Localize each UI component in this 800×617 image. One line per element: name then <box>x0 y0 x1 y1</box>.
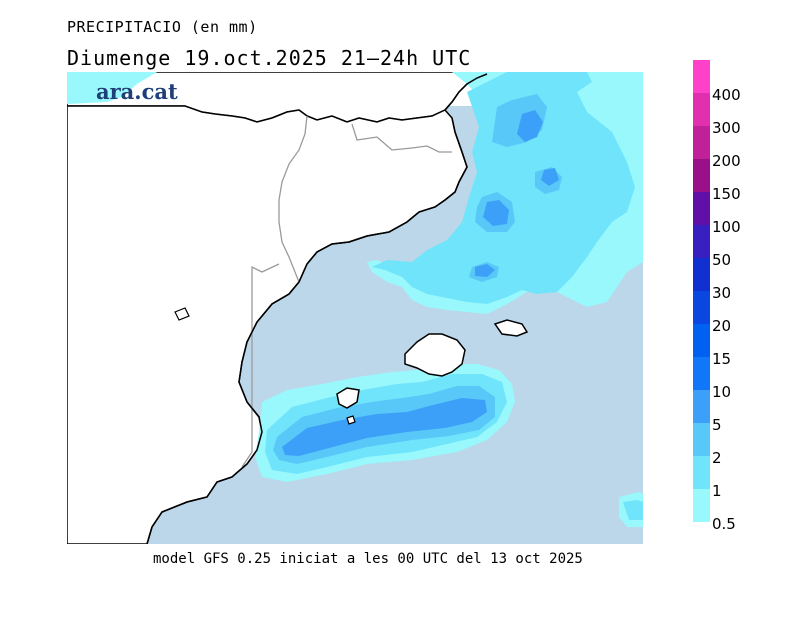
model-note: model GFS 0.25 iniciat a les 00 UTC del … <box>153 551 583 567</box>
coastline <box>444 73 488 111</box>
legend-label: 100 <box>712 218 741 236</box>
legend-label: 0.5 <box>712 515 736 533</box>
legend-swatch <box>693 456 710 489</box>
legend-swatch <box>693 93 710 126</box>
legend-label: 150 <box>712 185 741 203</box>
map-title: PRECIPITACIO (en mm) <box>67 18 258 36</box>
legend-label: 10 <box>712 383 732 401</box>
coastal-islet <box>174 307 190 321</box>
island-formentera <box>346 415 356 425</box>
regional-border <box>278 115 308 283</box>
regional-border <box>351 123 452 153</box>
precipitation-map <box>67 72 643 544</box>
legend-swatch <box>693 126 710 159</box>
legend-label: 15 <box>712 350 732 368</box>
legend-label: 50 <box>712 251 732 269</box>
legend-swatch <box>693 291 710 324</box>
legend-label: 2 <box>712 449 722 467</box>
forecast-period: Diumenge 19.oct.2025 21—24h UTC <box>67 46 472 70</box>
island-ibiza <box>336 387 360 409</box>
island-mallorca <box>404 333 466 377</box>
legend-label: 1 <box>712 482 722 500</box>
legend-label: 30 <box>712 284 732 302</box>
legend-swatch <box>693 258 710 291</box>
regional-border <box>241 263 280 468</box>
coastline <box>146 117 468 544</box>
legend-swatch <box>693 324 710 357</box>
legend-swatch <box>693 225 710 258</box>
legend-label: 20 <box>712 317 732 335</box>
legend-label: 5 <box>712 416 722 434</box>
legend-swatch <box>693 357 710 390</box>
legend-swatch <box>693 60 710 93</box>
legend-swatch <box>693 159 710 192</box>
legend-label: 300 <box>712 119 741 137</box>
legend-swatch <box>693 423 710 456</box>
island-menorca <box>493 319 529 337</box>
legend-swatch <box>693 192 710 225</box>
legend-label: 400 <box>712 86 741 104</box>
legend-swatch <box>693 390 710 423</box>
legend-colorbar <box>693 60 710 522</box>
legend-swatch <box>693 489 710 522</box>
ara-cat-logo: ara.cat <box>96 79 178 104</box>
legend-label: 200 <box>712 152 741 170</box>
precip-lvl-5 <box>282 110 559 456</box>
